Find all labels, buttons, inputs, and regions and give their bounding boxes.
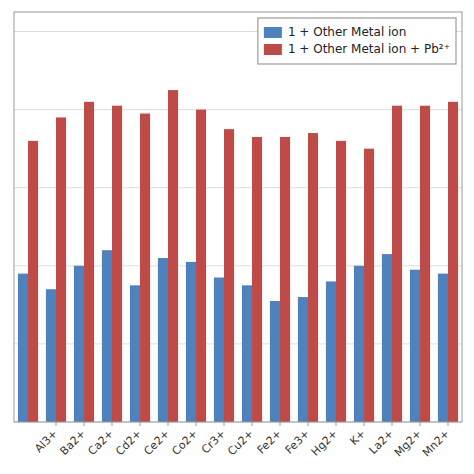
- bar: [298, 297, 308, 422]
- bar: [112, 106, 122, 422]
- bar: [392, 106, 402, 422]
- x-tick: [336, 422, 337, 426]
- bar: [102, 250, 112, 422]
- bar: [448, 102, 458, 422]
- bar: [74, 266, 84, 422]
- bar: [158, 258, 168, 422]
- chart: Al3+Ba2+Ca2+Cd2+Ce2+Co2+Cr3+Cu2+Fe2+Fe3+…: [0, 0, 474, 474]
- bar: [382, 254, 392, 422]
- legend-label: 1 + Other Metal ion: [288, 25, 406, 39]
- x-tick-label: Ca2+: [85, 427, 116, 458]
- x-tick-label: Cu2+: [225, 427, 256, 458]
- bar: [354, 266, 364, 422]
- bar: [438, 274, 448, 422]
- bar: [280, 137, 290, 422]
- x-tick-label: Hg2+: [309, 427, 340, 458]
- bar: [420, 106, 430, 422]
- bar: [140, 114, 150, 422]
- x-tick-label: K+: [347, 427, 368, 448]
- bar: [84, 102, 94, 422]
- legend-swatch: [264, 44, 282, 55]
- bar: [186, 262, 196, 422]
- x-tick: [112, 422, 113, 426]
- x-tick-label: Cd2+: [113, 427, 144, 458]
- x-tick: [196, 422, 197, 426]
- bar: [242, 285, 252, 422]
- x-tick-label: Co2+: [169, 427, 200, 458]
- legend-label: 1 + Other Metal ion + Pb²⁺: [288, 42, 450, 56]
- x-tick-label: Mg2+: [392, 427, 424, 459]
- bar: [252, 137, 262, 422]
- x-tick: [224, 422, 225, 426]
- legend-box: [258, 18, 456, 64]
- x-tick: [252, 422, 253, 426]
- bar: [46, 289, 56, 422]
- x-tick-label: Fe3+: [283, 427, 312, 456]
- x-tick-label: Ce2+: [141, 427, 172, 458]
- grid: [14, 32, 462, 422]
- bar: [130, 285, 140, 422]
- bars: [18, 90, 458, 422]
- x-tick: [392, 422, 393, 426]
- x-tick-label: La2+: [366, 427, 396, 457]
- bar: [336, 141, 346, 422]
- x-tick: [56, 422, 57, 426]
- bar: [364, 149, 374, 422]
- bar: [168, 90, 178, 422]
- x-tick-label: Fe2+: [255, 427, 284, 456]
- legend-swatch: [264, 27, 282, 38]
- x-tick: [448, 422, 449, 426]
- bar: [214, 278, 224, 422]
- bar: [224, 129, 234, 422]
- bar: [326, 281, 336, 422]
- bar: [56, 117, 66, 422]
- x-tick: [140, 422, 141, 426]
- bar: [196, 110, 206, 422]
- bar: [410, 270, 420, 422]
- x-tick-label: Cr3+: [199, 427, 228, 456]
- x-tick-label: Ba2+: [57, 427, 88, 458]
- bar: [270, 301, 280, 422]
- legend: 1 + Other Metal ion 1 + Other Metal ion +…: [258, 18, 456, 64]
- x-axis: Al3+Ba2+Ca2+Cd2+Ce2+Co2+Cr3+Cu2+Fe2+Fe3+…: [32, 422, 452, 459]
- x-tick: [420, 422, 421, 426]
- bar: [308, 133, 318, 422]
- x-tick: [280, 422, 281, 426]
- bar: [18, 274, 28, 422]
- plot-frame: [14, 12, 462, 422]
- x-tick: [84, 422, 85, 426]
- x-tick: [364, 422, 365, 426]
- x-tick: [308, 422, 309, 426]
- x-tick: [168, 422, 169, 426]
- bar: [28, 141, 38, 422]
- x-tick-label: Al3+: [32, 427, 60, 455]
- x-tick-label: Mn2+: [420, 427, 452, 459]
